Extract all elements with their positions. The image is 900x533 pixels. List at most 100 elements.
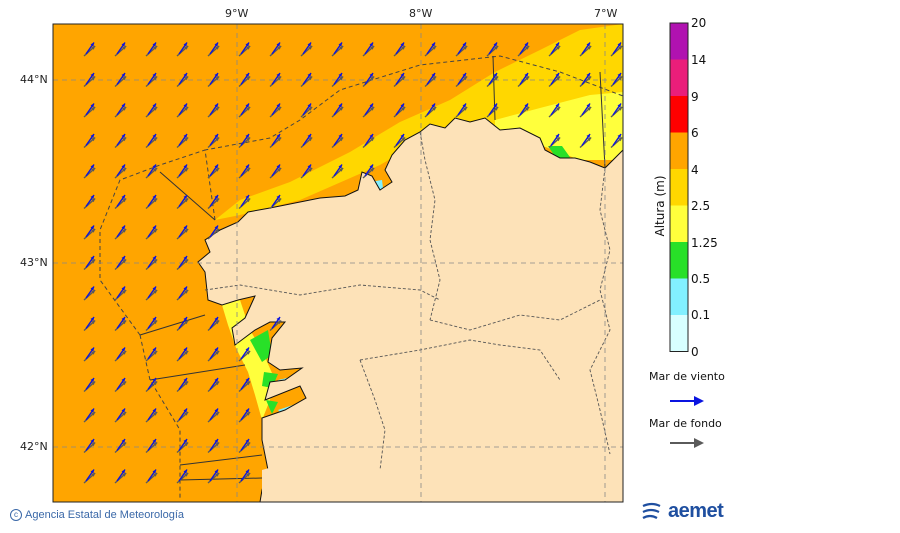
swell-arrow	[610, 75, 623, 88]
swell-arrow	[269, 75, 282, 88]
wind-sea-arrow	[271, 194, 281, 207]
swell-arrow	[610, 45, 623, 57]
swell-arrow	[145, 319, 158, 332]
wind-sea-arrow	[240, 438, 250, 451]
wind-sea-arrow	[364, 164, 374, 177]
swell-arrow	[145, 289, 158, 301]
swell-arrow	[83, 197, 96, 210]
swell-arrow	[238, 411, 251, 423]
swell-arrow	[145, 228, 158, 240]
wind-sea-arrow	[116, 316, 126, 329]
swell-arrow	[176, 319, 189, 332]
wind-sea-arrow	[147, 72, 157, 85]
swell-arrow	[455, 106, 468, 118]
swell-arrow	[300, 45, 313, 57]
swell-arrow	[176, 258, 189, 271]
wind-sea-arrow	[333, 103, 343, 116]
wind-sea-arrow	[178, 255, 188, 268]
lat-label-44n: 44°N	[20, 73, 48, 86]
swell-arrow	[238, 167, 251, 179]
swell-arrow	[517, 45, 530, 57]
wind-sea-arrow	[116, 286, 126, 299]
colorbar-tick-label: 6	[691, 126, 699, 140]
wind-sea-arrow	[178, 286, 188, 299]
wind-sea-arrow	[302, 42, 312, 55]
wind-sea-arrow	[240, 194, 250, 207]
swell-arrow	[548, 75, 561, 88]
wind-sea-arrow	[178, 408, 188, 421]
wind-sea-arrow	[302, 72, 312, 85]
swell-arrow	[207, 350, 220, 362]
swell-arrow	[114, 289, 127, 301]
swell-arrow	[83, 106, 96, 118]
colorbar-tick-label: 1.25	[691, 236, 718, 250]
colorbar-frame	[669, 22, 689, 352]
swell-arrow	[114, 75, 127, 88]
wind-sea-arrow	[147, 469, 157, 482]
wind-sea-arrow	[302, 164, 312, 177]
wind-sea-arrow	[581, 42, 591, 55]
wind-sea-arrow	[147, 194, 157, 207]
lat-label-42n: 42°N	[20, 440, 48, 453]
wind-sea-arrow	[85, 408, 95, 421]
swell-arrow	[114, 411, 127, 423]
swell-arrow	[424, 45, 437, 57]
swell-arrow	[362, 167, 375, 179]
wind-sea-arrow	[209, 438, 219, 451]
swell-arrow	[83, 228, 96, 240]
swell-arrow	[331, 75, 344, 88]
swell-arrow	[83, 136, 96, 149]
colorbar-tick-label: 0.5	[691, 272, 711, 286]
map-frame	[52, 23, 624, 503]
swell-arrow	[83, 472, 96, 484]
swell-arrow	[424, 75, 437, 88]
wind-sea-arrow	[85, 194, 95, 207]
wind-sea-arrow	[395, 133, 405, 146]
swell-arrow	[176, 136, 189, 149]
wind-sea-arrow	[488, 42, 498, 55]
swell-arrow	[145, 258, 158, 271]
colorbar-tick-label: 0	[691, 345, 699, 359]
swell-arrow	[145, 136, 158, 149]
swell-arrow	[393, 136, 406, 149]
wind-sea-arrow	[333, 72, 343, 85]
swell-arrow	[207, 380, 220, 393]
colorbar-tick-label: 9	[691, 90, 699, 104]
wind-sea-arrow	[240, 164, 250, 177]
swell-arrow	[269, 197, 282, 210]
wind-sea-arrow	[550, 103, 560, 116]
swell-arrow	[207, 106, 220, 118]
swell-arrow	[331, 136, 344, 149]
wind-sea-arrow	[178, 316, 188, 329]
wind-sea-arrow	[85, 42, 95, 55]
wind-sea-arrow	[178, 194, 188, 207]
swell-arrow	[176, 75, 189, 88]
swell-arrow	[114, 441, 127, 454]
swell-arrow	[176, 45, 189, 57]
swell-arrow	[176, 289, 189, 301]
swell-arrow	[455, 45, 468, 57]
wind-sea-arrow	[116, 255, 126, 268]
colorbar-swatch	[670, 205, 688, 242]
wind-sea-arrow	[581, 103, 591, 116]
swell-arrow	[207, 167, 220, 179]
wind-sea-arrow	[240, 469, 250, 482]
swell-arrow	[114, 258, 127, 271]
swell-arrow	[176, 106, 189, 118]
swell-arrow	[145, 45, 158, 57]
swell-arrow	[145, 441, 158, 454]
swell-arrow	[114, 228, 127, 240]
wind-sea-arrow	[612, 72, 622, 85]
swell-arrow	[238, 45, 251, 57]
wind-sea-arrow	[116, 377, 126, 390]
wind-sea-arrow	[116, 347, 126, 360]
swell-legend-arrow	[670, 438, 704, 448]
swell-arrow	[393, 75, 406, 88]
wind-sea-arrow	[271, 164, 281, 177]
copyright-credit: c Agencia Estatal de Meteorología	[10, 509, 184, 521]
swell-arrow	[362, 45, 375, 57]
wind-sea-arrow	[457, 72, 467, 85]
swell-arrow	[331, 45, 344, 57]
swell-arrow	[269, 136, 282, 149]
